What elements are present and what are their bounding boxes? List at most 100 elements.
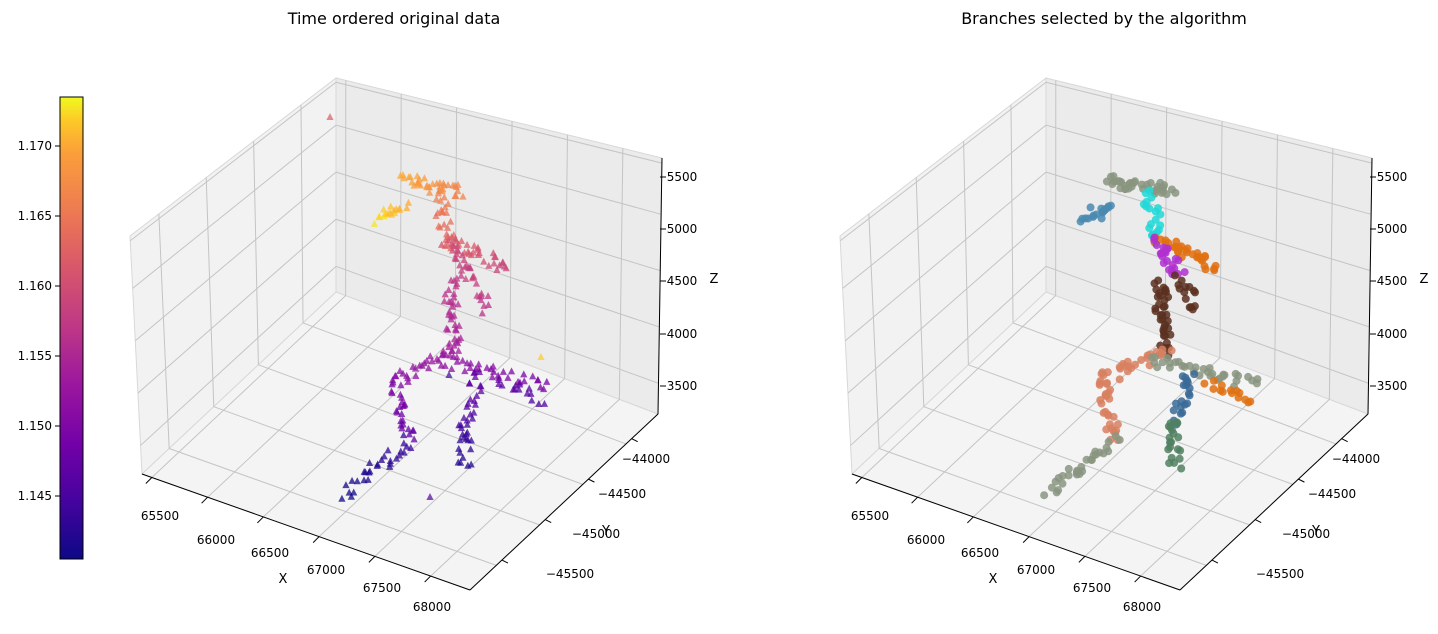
- x-tick-label: 67000: [1017, 563, 1055, 577]
- data-point: [1235, 389, 1243, 397]
- y-tick-mark: [588, 479, 594, 482]
- data-point: [1168, 347, 1176, 355]
- panel-time-ordered: Time ordered original data 6550066000665…: [130, 9, 719, 614]
- data-point: [1078, 215, 1086, 223]
- panel-title: Time ordered original data: [287, 9, 501, 28]
- data-point: [1040, 491, 1048, 499]
- data-point: [1181, 246, 1189, 254]
- data-point: [1154, 276, 1162, 284]
- z-tick-label: 3500: [667, 379, 698, 393]
- y-tick-mark: [1342, 439, 1348, 442]
- z-axis-label: Z: [1420, 272, 1429, 287]
- y-tick-label: −44000: [622, 452, 670, 466]
- z-tick-label: 4500: [667, 274, 698, 288]
- data-point: [1073, 469, 1081, 477]
- data-point: [1210, 377, 1218, 385]
- data-point: [1088, 456, 1096, 464]
- z-tick-label: 5000: [1377, 222, 1408, 236]
- data-point: [1150, 236, 1158, 244]
- x-tick-mark: [202, 497, 208, 503]
- x-tick-label: 66000: [197, 533, 235, 547]
- x-tick-mark: [912, 497, 918, 503]
- data-point: [1186, 362, 1194, 370]
- data-point: [1200, 380, 1208, 388]
- y-tick-label: −44500: [1308, 487, 1356, 501]
- x-axis-label: X: [989, 572, 998, 587]
- data-point: [1209, 385, 1217, 393]
- colorbar-tick-label: 1.165: [18, 209, 52, 223]
- y-tick-mark: [632, 439, 638, 442]
- data-point: [1101, 206, 1109, 214]
- data-point: [1090, 212, 1098, 220]
- x-tick-mark: [313, 537, 319, 543]
- x-tick-label: 68000: [413, 600, 451, 614]
- z-tick-label: 4000: [667, 327, 698, 341]
- data-point: [1170, 406, 1178, 414]
- data-point: [1159, 358, 1167, 366]
- data-point: [1116, 363, 1124, 371]
- data-point: [1098, 370, 1106, 378]
- data-point: [1105, 438, 1113, 446]
- data-point: [1154, 293, 1162, 301]
- x-tick-label: 66000: [907, 533, 945, 547]
- data-point: [1160, 332, 1168, 340]
- y-axis-label: Y: [1311, 524, 1320, 539]
- x-tick-mark: [369, 556, 375, 562]
- y-tick-label: −44500: [598, 487, 646, 501]
- data-point: [1182, 381, 1190, 389]
- data-point: [1174, 445, 1182, 453]
- x-tick-label: 68000: [1123, 600, 1161, 614]
- z-tick-label: 5500: [1377, 170, 1408, 184]
- x-tick-mark: [856, 477, 862, 483]
- data-point: [1100, 449, 1108, 457]
- data-point: [1147, 179, 1155, 187]
- x-tick-mark: [1023, 537, 1029, 543]
- y-tick-label: −45500: [1256, 567, 1304, 581]
- x-tick-mark: [425, 576, 431, 582]
- data-point: [1190, 287, 1198, 295]
- y-tick-label: −44000: [1332, 452, 1380, 466]
- data-point: [1131, 361, 1139, 369]
- colorbar: 1.1451.1501.1551.1601.1651.170: [18, 97, 83, 559]
- data-point: [1174, 433, 1182, 441]
- data-point: [1161, 248, 1169, 256]
- data-point: [1219, 373, 1227, 381]
- data-point: [1171, 271, 1179, 279]
- data-point: [1173, 418, 1181, 426]
- colorbar-ticks: 1.1451.1501.1551.1601.1651.170: [18, 139, 60, 503]
- data-point: [1191, 302, 1199, 310]
- y-tick-mark: [1212, 560, 1218, 563]
- z-tick-label: 4500: [1377, 274, 1408, 288]
- x-tick-mark: [146, 477, 152, 483]
- data-point: [1087, 203, 1095, 211]
- y-tick-label: −45500: [546, 567, 594, 581]
- x-tick-label: 65500: [141, 509, 179, 523]
- data-point: [1103, 379, 1111, 387]
- data-point: [1116, 375, 1124, 383]
- data-point: [1164, 293, 1172, 301]
- x-tick-label: 67000: [307, 563, 345, 577]
- data-point: [1244, 398, 1252, 406]
- data-point: [1166, 443, 1174, 451]
- x-tick-mark: [1135, 576, 1141, 582]
- data-point: [1112, 432, 1120, 440]
- panel-title: Branches selected by the algorithm: [961, 9, 1247, 28]
- y-tick-label: −45000: [1282, 527, 1330, 541]
- data-point: [1253, 379, 1261, 387]
- data-point: [1216, 386, 1224, 394]
- x-tick-label: 67500: [1073, 581, 1111, 595]
- z-tick-label: 5000: [667, 222, 698, 236]
- y-tick-mark: [1298, 479, 1304, 482]
- x-tick-label: 66500: [961, 546, 999, 560]
- y-tick-mark: [545, 520, 551, 523]
- data-point: [1210, 266, 1218, 274]
- y-tick-label: −45000: [572, 527, 620, 541]
- data-point: [1054, 486, 1062, 494]
- z-tick-label: 3500: [1377, 379, 1408, 393]
- data-point: [1104, 412, 1112, 420]
- data-point: [1185, 390, 1193, 398]
- data-point: [1161, 302, 1169, 310]
- colorbar-tick-label: 1.150: [18, 419, 52, 433]
- data-point: [1058, 480, 1066, 488]
- data-point: [1102, 425, 1110, 433]
